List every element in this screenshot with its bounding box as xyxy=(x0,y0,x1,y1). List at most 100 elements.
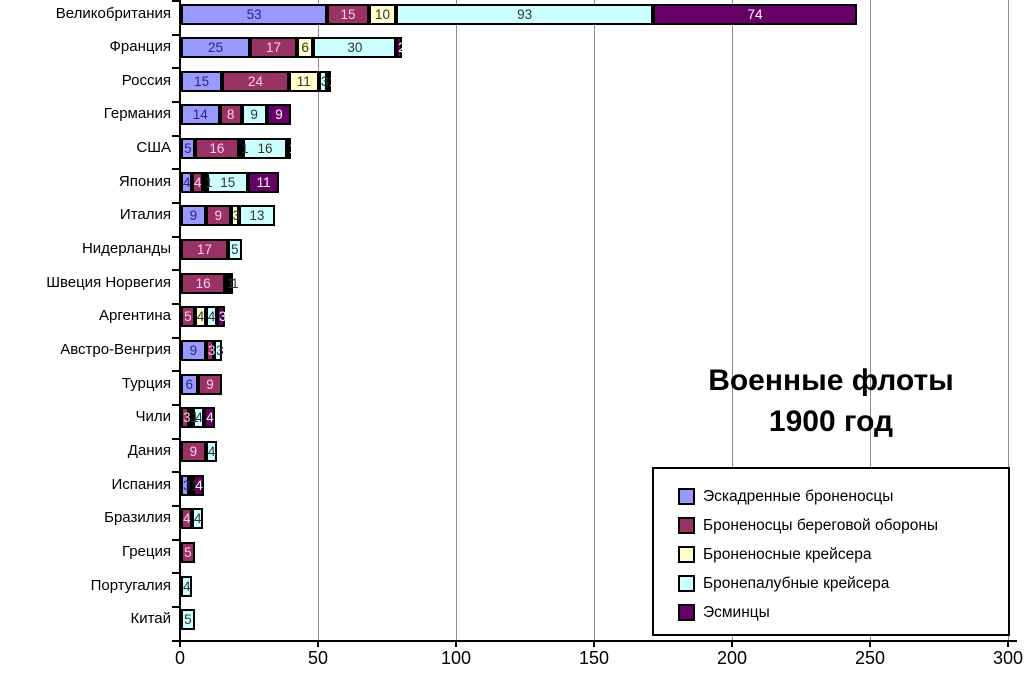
bar-value-label: 16 xyxy=(257,141,273,157)
bar-segment: 5 xyxy=(181,609,195,631)
legend-swatch-icon xyxy=(678,604,695,621)
bar-segment: 3 xyxy=(181,474,191,496)
bar-value-label: 53 xyxy=(246,6,262,22)
bar-segment: 1 xyxy=(238,138,248,160)
bar-value-label: 15 xyxy=(340,6,356,22)
bar-row: 3144 xyxy=(181,407,216,429)
category-label: Португалия xyxy=(90,576,171,594)
bar-segment: 4 xyxy=(181,508,193,530)
bar-row: 314 xyxy=(181,474,205,496)
legend-item: Броненосные крейсера xyxy=(678,540,1008,569)
bar-segment: 9 xyxy=(181,205,206,227)
bar-segment: 4 xyxy=(205,441,217,463)
x-tick xyxy=(593,640,595,647)
bar-segment: 5 xyxy=(181,542,195,564)
bar-value-label: 4 xyxy=(196,309,205,325)
legend-item: Эсминцы xyxy=(678,598,1008,627)
legend-item: Эскадренные броненосцы xyxy=(678,482,1008,511)
bar-segment: 4 xyxy=(181,575,193,597)
category-label: Бразилия xyxy=(104,509,171,527)
bar-value-label: 15 xyxy=(194,73,210,89)
x-tick xyxy=(455,640,457,647)
bar-value-label: 8 xyxy=(226,107,235,123)
bar-value-label: 4 xyxy=(183,511,191,527)
bar-segment: 16 xyxy=(194,138,239,160)
category-label: Япония xyxy=(118,172,171,190)
legend-swatch-icon xyxy=(678,575,695,592)
bar-value-label: 3 xyxy=(232,208,241,224)
bar-value-label: 4 xyxy=(183,174,191,190)
legend-swatch-icon xyxy=(678,488,695,505)
gridline xyxy=(1008,0,1009,641)
bar-segment: 9 xyxy=(197,373,223,395)
bar-segment: 5 xyxy=(181,138,195,160)
bar-segment: 93 xyxy=(396,3,653,25)
y-tick xyxy=(172,33,180,36)
bar-segment: 9 xyxy=(205,205,231,227)
bar-value-label: 4 xyxy=(183,578,191,594)
bar-value-label: 4 xyxy=(194,174,202,190)
legend-label: Броненосные крейсера xyxy=(703,545,872,563)
y-tick xyxy=(172,471,180,474)
bar-segment: 9 xyxy=(181,340,206,362)
bar-segment: 10 xyxy=(368,3,397,25)
bar-row: 1611 xyxy=(181,272,239,294)
x-tick-label: 0 xyxy=(174,648,186,668)
bar-value-label: 3 xyxy=(218,309,227,325)
bar-row: 441 15 11 xyxy=(181,171,279,193)
legend-item: Броненосцы береговой обороны xyxy=(678,511,1008,540)
category-label: Италия xyxy=(119,206,171,224)
bar-value-label: 9 xyxy=(189,208,198,224)
bar-segment: 9 xyxy=(181,441,206,463)
bar-segment: 8 xyxy=(219,104,242,126)
x-tick xyxy=(731,640,733,647)
bar-segment: 1 xyxy=(229,272,239,294)
bar-segment: 30 xyxy=(313,37,397,59)
bar-value-label: 9 xyxy=(189,444,198,460)
bar-value-label: 4 xyxy=(207,309,216,325)
bar-row: 53 15 10 93 74 xyxy=(181,3,858,25)
bar-value-label: 3 xyxy=(183,477,191,493)
bar-segment: 15 xyxy=(207,171,249,193)
bar-value-label: 4 xyxy=(195,477,203,493)
bar-segment: 16 xyxy=(181,272,226,294)
bar-segment: 11 xyxy=(288,70,319,92)
bar-segment: 4 xyxy=(192,508,204,530)
bar-segment: 1 xyxy=(287,138,297,160)
bar-value-label: 4 xyxy=(195,410,203,426)
bar-value-label: 5 xyxy=(184,545,192,561)
bar-segment: 9 xyxy=(266,104,292,126)
bar-segment: 5 xyxy=(227,239,242,261)
bar-value-label: 4 xyxy=(207,444,216,460)
bar-value-label: 5 xyxy=(231,242,239,258)
x-tick xyxy=(317,640,319,647)
y-tick xyxy=(172,302,180,305)
bar-row: 4 xyxy=(181,575,193,597)
bars-layer: Великобритания 53 15 10 93 74 Франция 25 17 6 30 2 Р… xyxy=(46,0,1024,679)
bar-value-label: 24 xyxy=(247,73,264,89)
bar-value-label: 6 xyxy=(301,40,309,56)
bar-segment: 24 xyxy=(222,70,289,92)
y-tick xyxy=(172,235,180,238)
bar-value-label: 3 xyxy=(320,73,329,89)
bar-value-label: 16 xyxy=(209,141,225,157)
bar-segment: 15 xyxy=(327,3,369,25)
category-label: Австро-Венгрия xyxy=(60,341,171,359)
category-label: Испания xyxy=(111,475,171,493)
bar-value-label: 3 xyxy=(207,343,216,359)
bar-value-label: 17 xyxy=(196,242,212,258)
gridline xyxy=(732,0,733,641)
bar-row: 5 xyxy=(181,542,195,564)
bar-value-label: 4 xyxy=(194,511,202,527)
chart-title: Военные флоты 1900 год xyxy=(650,360,1012,443)
y-tick xyxy=(172,134,180,137)
bar-value-label: 74 xyxy=(747,6,763,22)
bar-row: 5 16 1 16 1 xyxy=(181,138,297,160)
bar-value-label: 5 xyxy=(184,309,192,325)
legend-label: Эсминцы xyxy=(703,603,770,621)
bar-segment: 4 xyxy=(181,171,193,193)
category-label: Дания xyxy=(127,442,171,460)
